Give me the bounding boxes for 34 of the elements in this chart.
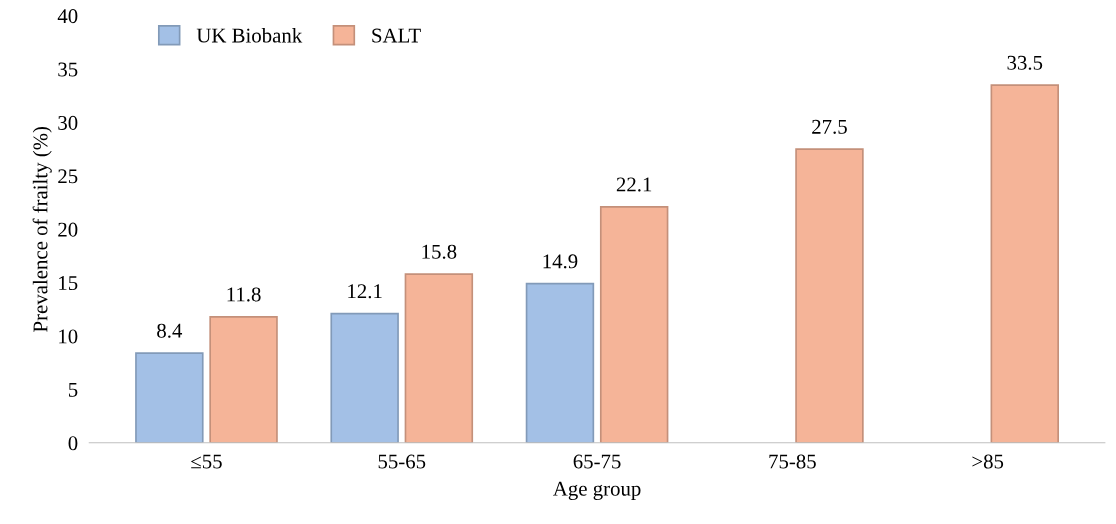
bar — [990, 84, 1059, 443]
x-tick-label: 65-75 — [573, 454, 621, 469]
bar — [795, 148, 864, 443]
y-tick-label: 0 — [68, 436, 78, 451]
y-tick-label: 20 — [58, 222, 78, 237]
y-tick-label: 25 — [58, 169, 78, 184]
x-tick-label: 55-65 — [378, 454, 426, 469]
data-label: 8.4 — [157, 323, 183, 338]
y-tick-label: 40 — [57, 9, 78, 24]
y-tick-label: 30 — [58, 115, 78, 130]
data-label: 22.1 — [616, 177, 652, 192]
y-tick-label: 5 — [68, 382, 78, 397]
bar — [525, 282, 595, 443]
legend-label: UK Biobank — [196, 27, 303, 43]
legend-label: SALT — [372, 28, 421, 43]
x-tick-label: 75-85 — [769, 454, 816, 469]
bar — [209, 315, 278, 443]
data-label: 27.5 — [812, 119, 847, 134]
y-tick-label: 35 — [58, 62, 78, 77]
data-label: 15.8 — [422, 244, 457, 259]
data-label: 14.9 — [543, 254, 578, 269]
y-tick-label: 15 — [59, 276, 78, 291]
bar — [599, 205, 669, 443]
data-label: 33.5 — [1007, 55, 1043, 70]
x-tick-label: >85 — [972, 454, 1004, 469]
bar — [330, 312, 399, 443]
bar — [404, 273, 474, 443]
data-label: 11.8 — [227, 287, 261, 302]
data-label: 12.1 — [348, 284, 382, 299]
y-tick-label: 10 — [59, 329, 78, 344]
bar — [135, 352, 204, 443]
y-axis-title: Prevalence of frailty (%) — [32, 126, 52, 332]
x-tick-label: ≤55 — [191, 454, 222, 469]
x-axis-title: Age group — [553, 481, 641, 501]
